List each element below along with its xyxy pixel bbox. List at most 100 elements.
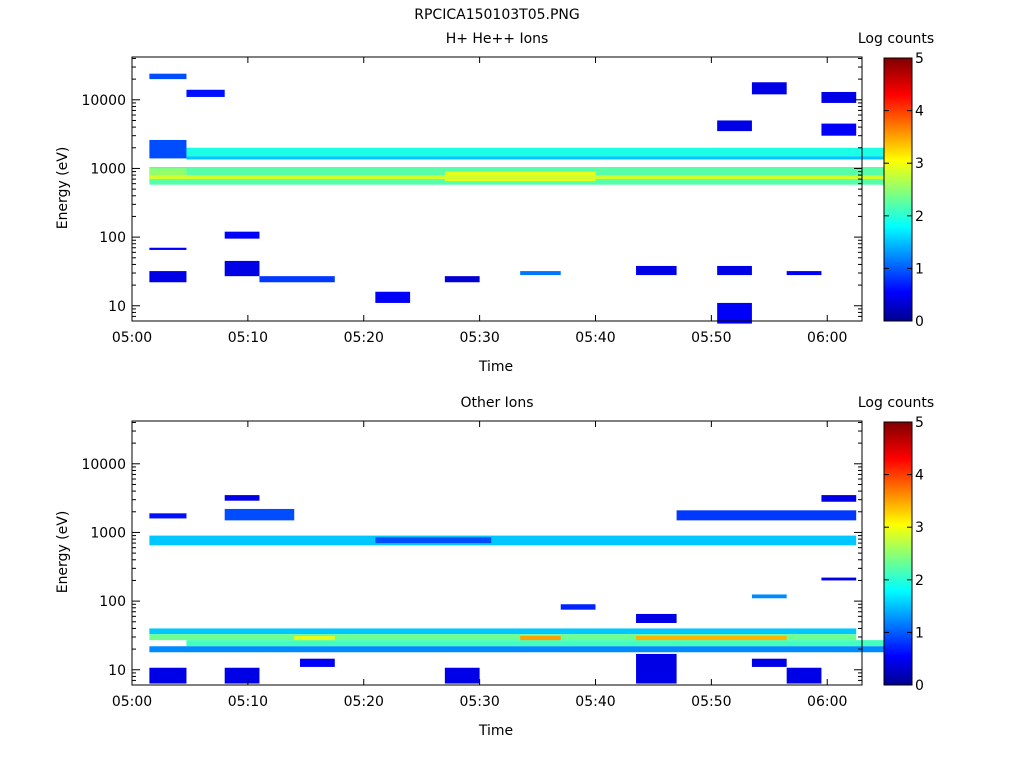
heatmap-cell: [717, 120, 752, 132]
y-minor-ticks: [132, 421, 862, 686]
heatmap-cells: [149, 495, 886, 684]
heatmap-cell: [149, 667, 187, 684]
heatmap-cell: [821, 577, 857, 581]
heatmap-cell: [751, 82, 787, 95]
y-axis-label: Energy (eV): [55, 147, 71, 230]
panel-h-he-ions: H+ He++ Ions Energy (eV) Time 05:00 05:1…: [55, 31, 886, 375]
colorbar-tick-label: 4: [915, 104, 924, 120]
heatmap-cell: [149, 513, 187, 519]
figure-title: RPCICA150103T05.PNG: [414, 7, 579, 23]
x-tick-label: 05:20: [344, 694, 384, 710]
x-tick-label: 06:00: [807, 330, 847, 346]
heatmap-cells: [149, 73, 886, 324]
colorbar-tick-label: 1: [915, 625, 924, 641]
heatmap-cell: [821, 495, 857, 502]
y-tick-label: 1000: [90, 525, 126, 541]
colorbar-tick-label: 0: [915, 678, 924, 694]
colorbar-label: Log counts: [858, 31, 934, 47]
x-axis-label: Time: [478, 723, 513, 739]
heatmap-cell: [636, 653, 677, 684]
x-tick-label: 05:00: [112, 694, 152, 710]
y-axis-label: Energy (eV): [55, 511, 71, 594]
heatmap-cell: [149, 175, 886, 180]
heatmap-cell: [149, 73, 187, 80]
x-tick-label: 05:10: [228, 694, 268, 710]
y-tick-label: 10: [108, 663, 126, 679]
colorbar: Log counts 0 1 2 3 4 5: [858, 31, 934, 330]
x-tick-label: 05:30: [459, 694, 499, 710]
panel-other-ions: Other Ions Energy (eV) Time 05:00 05:10 …: [55, 395, 886, 739]
colorbar-tick-label: 5: [915, 51, 924, 67]
colorbar-gradient: [883, 421, 913, 686]
heatmap-cell: [294, 636, 335, 641]
heatmap-cell: [186, 156, 886, 160]
heatmap-cell: [444, 667, 480, 684]
heatmap-cell: [786, 667, 822, 684]
heatmap-cell: [821, 123, 857, 136]
plot-frame: [131, 56, 863, 322]
heatmap-cell: [636, 636, 787, 641]
y-tick-label: 10000: [81, 93, 126, 109]
heatmap-cell: [751, 594, 787, 599]
colorbar-tick-label: 3: [915, 156, 924, 172]
heatmap-cell: [560, 604, 596, 610]
heatmap-cell: [224, 231, 260, 239]
heatmap-cell: [259, 276, 335, 283]
heatmap-cell: [149, 271, 187, 283]
heatmap-cell: [751, 658, 787, 667]
heatmap-cell: [224, 260, 260, 277]
heatmap-cell: [717, 302, 752, 324]
x-ticks: 05:00 05:10 05:20 05:30 05:40 05:50 06:0…: [112, 57, 847, 346]
heatmap-cell: [186, 147, 886, 157]
heatmap-cell: [149, 168, 187, 176]
colorbar-label: Log counts: [858, 395, 934, 411]
x-tick-label: 05:50: [691, 694, 731, 710]
y-tick-label: 10000: [81, 457, 126, 473]
y-tick-label: 100: [99, 230, 126, 246]
x-tick-label: 05:10: [228, 330, 268, 346]
x-tick-label: 06:00: [807, 694, 847, 710]
x-tick-label: 05:40: [575, 330, 615, 346]
heatmap-cell: [186, 640, 886, 647]
colorbar-tick-label: 2: [915, 209, 924, 225]
heatmap-cell: [224, 508, 295, 521]
colorbar-tick-label: 4: [915, 468, 924, 484]
heatmap-cell: [224, 667, 260, 684]
y-tick-label: 1000: [90, 161, 126, 177]
colorbar: Log counts 0 1 2 3 4 5: [858, 395, 934, 694]
panel-title: Other Ions: [460, 395, 533, 411]
heatmap-cell: [149, 139, 187, 159]
y-tick-label: 10: [108, 299, 126, 315]
y-tick-label: 100: [99, 594, 126, 610]
colorbar-tick-label: 3: [915, 520, 924, 536]
x-tick-label: 05:50: [691, 330, 731, 346]
heatmap-cell: [149, 535, 857, 546]
heatmap-cell: [786, 271, 822, 276]
y-ticks: 10 100 1000 10000: [81, 457, 862, 679]
heatmap-cell: [717, 265, 752, 276]
x-tick-label: 05:00: [112, 330, 152, 346]
heatmap-cell: [520, 271, 561, 276]
x-tick-label: 05:30: [459, 330, 499, 346]
heatmap-cell: [149, 634, 857, 641]
colorbar-tick-label: 5: [915, 415, 924, 431]
colorbar-tick-label: 1: [915, 261, 924, 277]
x-tick-label: 05:40: [575, 694, 615, 710]
colorbar-tick-label: 2: [915, 573, 924, 589]
heatmap-cell: [300, 658, 335, 667]
heatmap-cell: [149, 646, 886, 653]
heatmap-cell: [149, 247, 187, 250]
heatmap-cell: [375, 537, 492, 544]
y-ticks: 10 100 1000 10000: [81, 93, 862, 315]
x-tick-label: 05:20: [344, 330, 384, 346]
heatmap-cell: [444, 276, 480, 283]
heatmap-cell: [636, 613, 677, 623]
panel-title: H+ He++ Ions: [446, 31, 549, 47]
x-ticks: 05:00 05:10 05:20 05:30 05:40 05:50 06:0…: [112, 421, 847, 710]
heatmap-cell: [676, 510, 857, 521]
y-minor-ticks: [132, 57, 862, 322]
heatmap-cell: [520, 636, 561, 641]
heatmap-cell: [224, 495, 260, 501]
heatmap-cell: [821, 91, 857, 103]
